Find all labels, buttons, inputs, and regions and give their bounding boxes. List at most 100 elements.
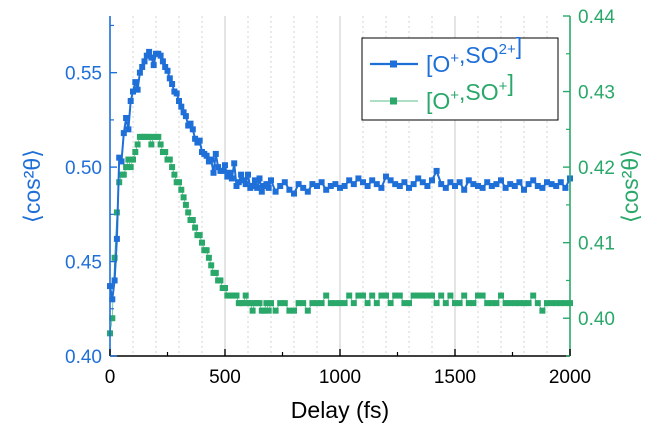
data-point bbox=[360, 292, 366, 299]
data-point bbox=[438, 292, 445, 299]
legend-text-part: ,SO bbox=[459, 79, 499, 105]
legend-text-part: ] bbox=[507, 70, 513, 96]
data-point bbox=[364, 183, 371, 189]
series-line bbox=[109, 136, 570, 334]
data-point bbox=[199, 239, 205, 246]
data-point bbox=[240, 300, 247, 307]
data-point bbox=[544, 179, 550, 186]
data-point bbox=[355, 292, 362, 299]
data-point bbox=[157, 141, 164, 148]
data-point bbox=[488, 300, 495, 307]
data-point bbox=[109, 315, 116, 322]
data-point bbox=[113, 235, 120, 242]
data-point bbox=[314, 183, 320, 189]
data-point bbox=[521, 300, 527, 307]
data-point bbox=[157, 52, 164, 59]
data-point bbox=[182, 113, 189, 120]
legend-text-part: [O bbox=[426, 88, 450, 114]
data-point bbox=[511, 300, 518, 307]
y-right-axis-title: ⟨cos²θ⟩ bbox=[617, 149, 643, 223]
data-point bbox=[116, 154, 123, 161]
data-point bbox=[479, 292, 486, 299]
data-point bbox=[350, 181, 357, 188]
data-point bbox=[254, 184, 261, 191]
data-point bbox=[222, 162, 228, 169]
y-left-tick-label: 0.40 bbox=[65, 347, 102, 368]
data-point bbox=[557, 300, 564, 307]
data-point bbox=[272, 307, 279, 314]
y-left-tick-label: 0.45 bbox=[65, 253, 102, 274]
data-point bbox=[286, 307, 293, 314]
data-point bbox=[323, 186, 330, 193]
data-point bbox=[470, 300, 477, 307]
data-point bbox=[261, 307, 268, 314]
data-point bbox=[192, 135, 199, 142]
data-point bbox=[300, 184, 307, 191]
y-right-tick-label: 0.41 bbox=[578, 234, 615, 255]
data-point bbox=[502, 300, 509, 307]
data-point bbox=[166, 75, 173, 82]
y-right-tick-label: 0.44 bbox=[578, 7, 615, 28]
data-point bbox=[226, 169, 233, 176]
data-point bbox=[277, 183, 284, 189]
legend-label: [O+,SO+] bbox=[426, 70, 514, 114]
x-tick-label: 1000 bbox=[319, 367, 361, 388]
data-point bbox=[383, 292, 389, 299]
data-point bbox=[132, 149, 139, 155]
y-right-tick-label: 0.40 bbox=[578, 309, 615, 330]
data-point bbox=[132, 79, 139, 86]
data-point bbox=[396, 292, 403, 299]
data-point bbox=[139, 64, 146, 70]
data-point bbox=[392, 181, 399, 188]
data-point bbox=[159, 58, 166, 65]
data-point bbox=[155, 133, 162, 140]
data-point bbox=[447, 292, 454, 299]
data-point bbox=[364, 300, 371, 307]
data-point bbox=[123, 164, 130, 171]
y-left-tick-label: 0.55 bbox=[65, 64, 102, 85]
data-point bbox=[392, 292, 399, 299]
data-point bbox=[318, 300, 325, 307]
data-point bbox=[475, 183, 481, 189]
data-point bbox=[553, 300, 560, 307]
data-point bbox=[134, 141, 141, 148]
data-point bbox=[461, 186, 468, 193]
data-point bbox=[127, 164, 134, 171]
y-left-tick-label: 0.50 bbox=[65, 158, 102, 179]
data-point bbox=[212, 150, 219, 157]
data-point bbox=[521, 186, 527, 193]
x-tick-label: 2000 bbox=[549, 367, 591, 388]
data-point bbox=[479, 184, 486, 191]
data-point bbox=[488, 183, 495, 189]
y-right-tick-label: 0.42 bbox=[578, 158, 615, 179]
data-point bbox=[387, 177, 394, 184]
data-point bbox=[456, 300, 463, 307]
data-point bbox=[118, 158, 125, 165]
legend-superscript: 2+ bbox=[499, 41, 516, 58]
data-point bbox=[332, 300, 339, 307]
data-point bbox=[208, 156, 215, 163]
data-point bbox=[346, 292, 353, 299]
data-point bbox=[295, 181, 302, 188]
data-point bbox=[169, 164, 176, 171]
data-point bbox=[247, 300, 254, 307]
data-point bbox=[123, 115, 130, 121]
x-tick-label: 0 bbox=[105, 367, 116, 388]
data-point bbox=[539, 307, 546, 314]
data-point bbox=[410, 181, 417, 188]
data-point bbox=[530, 177, 537, 184]
data-point bbox=[355, 175, 362, 182]
data-point bbox=[332, 181, 339, 188]
legend-text-part: ] bbox=[516, 33, 522, 59]
data-point bbox=[534, 300, 541, 307]
data-point bbox=[401, 300, 408, 307]
data-point bbox=[452, 183, 458, 189]
data-point bbox=[162, 64, 169, 70]
data-point bbox=[141, 58, 148, 65]
data-point bbox=[146, 48, 153, 55]
data-point bbox=[233, 292, 240, 299]
data-point bbox=[341, 300, 348, 307]
data-point bbox=[396, 183, 403, 189]
data-point bbox=[189, 126, 196, 133]
data-point bbox=[263, 181, 270, 188]
